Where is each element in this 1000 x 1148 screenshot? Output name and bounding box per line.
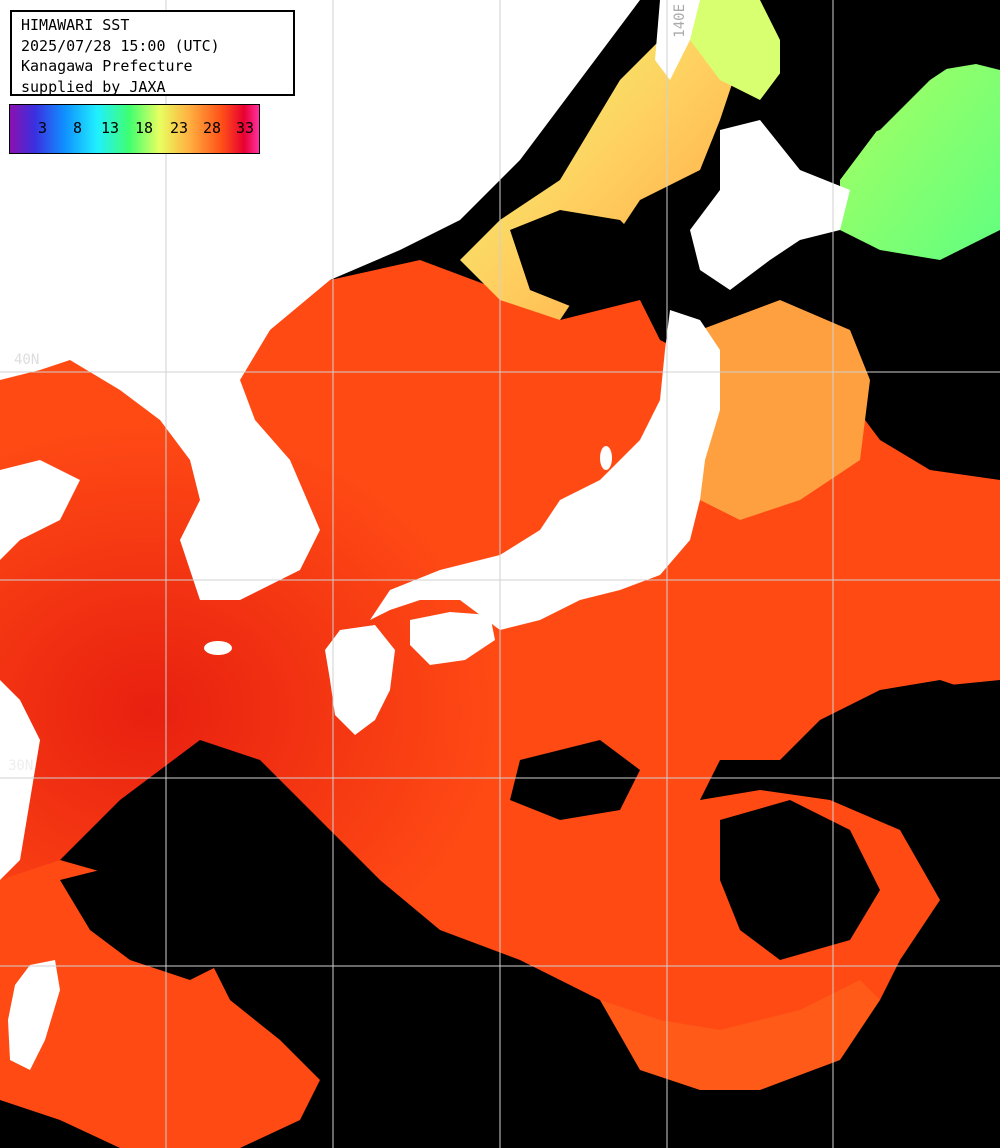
legend-tick: 18 — [135, 119, 154, 137]
land-shikoku — [410, 612, 495, 665]
land-taiwan — [8, 960, 60, 1070]
land-honshu — [370, 310, 720, 630]
cloud-mass-southeast — [720, 800, 880, 960]
sea-pacific-east — [690, 300, 870, 520]
sea-south-patch — [600, 980, 880, 1090]
map-credit: supplied by JAXA — [21, 77, 166, 96]
legend-tick: 3 — [38, 119, 48, 137]
legend-tick: 33 — [236, 119, 255, 137]
sst-color-legend: 3 8 13 18 23 28 33 — [9, 104, 260, 154]
cloud-mass-east — [850, 360, 1000, 480]
map-title: HIMAWARI SST — [21, 16, 130, 34]
cloud-north — [780, 0, 1000, 150]
map-region: Kanagawa Prefecture — [21, 57, 193, 75]
land-jeju — [204, 641, 232, 655]
legend-tick: 13 — [101, 119, 120, 137]
cloud-mass-central — [510, 740, 640, 820]
cloud-mass-south — [60, 860, 230, 980]
land-hokkaido — [690, 120, 850, 290]
info-box: HIMAWARI SST 2025/07/28 15:00 (UTC) Kana… — [10, 10, 295, 96]
legend-tick: 8 — [73, 119, 83, 137]
land-east-china-coast — [0, 680, 40, 880]
lon-label-140e: 140E — [672, 4, 688, 38]
map-datetime: 2025/07/28 15:00 (UTC) — [21, 36, 220, 55]
lat-label-40n: 40N — [14, 352, 40, 368]
land-sado — [600, 446, 612, 470]
land-korea-inlet — [0, 460, 80, 560]
lat-label-30n: 30N — [8, 758, 34, 774]
cloud-mass-east-south — [900, 680, 1000, 790]
sea-northeast-cool — [840, 60, 1000, 260]
land-sakhalin — [655, 0, 700, 80]
legend-tick: 23 — [170, 119, 189, 137]
land-island-sea-of-japan — [396, 120, 424, 160]
legend-tick: 28 — [203, 119, 222, 137]
land-kyushu — [325, 625, 395, 735]
cloud-north-eddy — [510, 210, 660, 310]
sea-southwest — [0, 860, 320, 1148]
